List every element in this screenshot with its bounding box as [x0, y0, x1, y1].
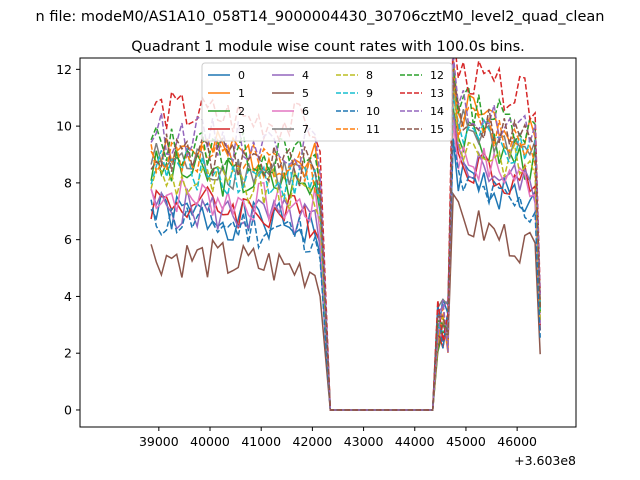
legend-label-4: 4: [302, 69, 309, 82]
legend-label-2: 2: [238, 105, 245, 118]
legend-label-6: 6: [302, 105, 309, 118]
x-tick-label-3: 42000: [293, 434, 333, 449]
y-tick-label-6: 12: [56, 62, 72, 77]
legend-label-12: 12: [430, 69, 444, 82]
legend-box: [201, 62, 453, 142]
legend-label-5: 5: [302, 87, 309, 100]
x-tick-label-1: 40000: [190, 434, 230, 449]
x-tick-label-0: 39000: [139, 434, 179, 449]
legend-label-8: 8: [366, 69, 373, 82]
legend-label-10: 10: [366, 105, 380, 118]
legend-label-9: 9: [366, 87, 373, 100]
legend-label-0: 0: [238, 69, 245, 82]
legend-label-3: 3: [238, 123, 245, 136]
x-tick-label-7: 46000: [497, 434, 537, 449]
y-tick-label-4: 8: [64, 175, 72, 190]
y-tick-label-5: 10: [56, 119, 72, 134]
x-tick-label-6: 45000: [446, 434, 486, 449]
legend-label-13: 13: [430, 87, 444, 100]
x-tick-label-4: 43000: [344, 434, 384, 449]
legend-label-7: 7: [302, 123, 309, 136]
legend-label-11: 11: [366, 123, 380, 136]
legend-label-14: 14: [430, 105, 444, 118]
y-tick-label-3: 6: [64, 232, 72, 247]
axes-layer: 39000 40000 41000 42000 43000 44000 45000 46000…: [56, 62, 537, 449]
y-tick-label-1: 2: [64, 346, 72, 361]
chart-title: Quadrant 1 module wise count rates with …: [131, 39, 525, 55]
legend-label-15: 15: [430, 123, 444, 136]
offset-text: +3.603e8: [514, 453, 576, 468]
legend-label-1: 1: [238, 87, 245, 100]
y-tick-label-2: 4: [64, 289, 72, 304]
series-9-line: [150, 94, 541, 411]
y-tick-label-0: 0: [64, 402, 72, 417]
x-tick-label-2: 41000: [241, 434, 281, 449]
chart-suptitle: n file: modeM0/AS1A10_058T14_9000004430_…: [36, 9, 605, 25]
series-15-line: [150, 78, 541, 411]
series-layer: [150, 58, 541, 411]
x-tick-label-5: 44000: [395, 434, 435, 449]
plot-frame: [79, 57, 577, 428]
